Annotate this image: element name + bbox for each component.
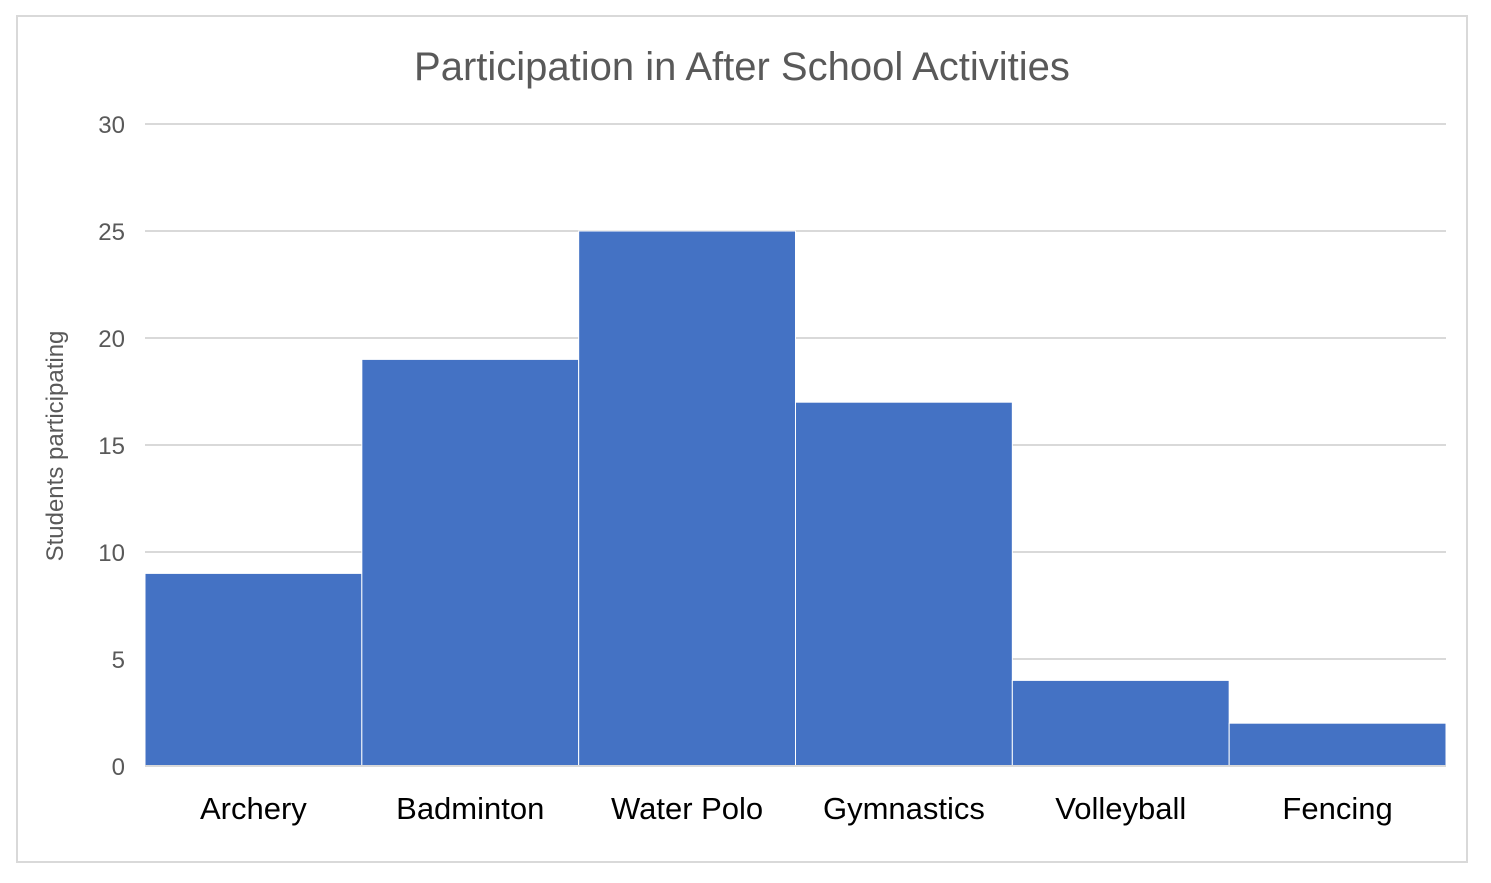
y-tick-label: 20 [98,326,125,353]
x-tick-label: Gymnastics [823,791,985,826]
bar-archery [144,572,363,767]
y-tick-label: 15 [98,433,125,460]
chart-title: Participation in After School Activities [414,45,1070,89]
y-axis-ticks: 0 5 10 15 20 25 30 [98,112,125,781]
y-tick-label: 10 [98,540,125,567]
x-tick-label: Water Polo [611,791,763,826]
bar-water-polo [578,230,797,767]
x-axis-ticks: Archery Badminton Water Polo Gymnastics Voll… [200,791,1393,826]
y-tick-label: 30 [98,112,125,139]
x-tick-label: Archery [200,791,307,826]
y-axis-label: Students participating [42,331,69,562]
bar-badminton [361,358,580,767]
x-tick-label: Volleyball [1055,791,1186,826]
x-tick-label: Badminton [396,791,544,826]
bar-fencing [1228,722,1447,767]
x-tick-label: Fencing [1282,791,1392,826]
y-tick-label: 5 [112,647,125,674]
y-tick-label: 25 [98,219,125,246]
bars [144,230,1447,767]
bar-volleyball [1011,679,1230,767]
bar-gymnastics [795,401,1013,767]
y-tick-label: 0 [112,754,125,781]
